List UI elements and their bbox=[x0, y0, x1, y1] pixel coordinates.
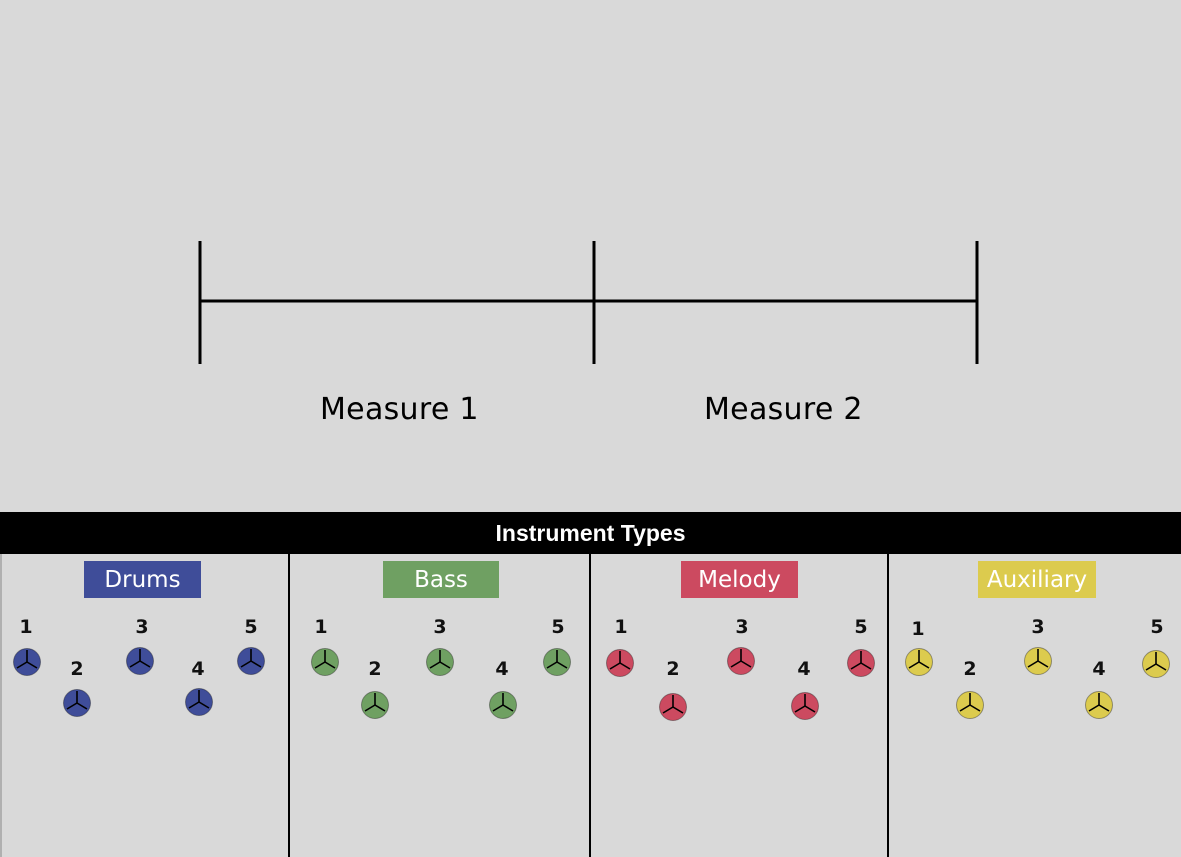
panel-title-drums: Drums bbox=[84, 561, 201, 598]
token-number-bass-4: 4 bbox=[495, 658, 509, 680]
instrument-token-drums-5[interactable] bbox=[236, 646, 266, 676]
measure-1-label: Measure 1 bbox=[320, 392, 479, 427]
token-number-drums-5: 5 bbox=[244, 616, 258, 638]
instrument-token-auxiliary-1[interactable] bbox=[904, 647, 934, 677]
panel-drums: Drums 1 2 3 4 5 bbox=[0, 554, 288, 857]
instrument-token-melody-5[interactable] bbox=[846, 648, 876, 678]
instrument-token-auxiliary-2[interactable] bbox=[955, 690, 985, 720]
instrument-token-drums-2[interactable] bbox=[62, 688, 92, 718]
palette-header: Instrument Types bbox=[0, 512, 1181, 554]
panel-auxiliary: Auxiliary 1 2 3 4 5 bbox=[887, 554, 1181, 857]
panel-title-bass: Bass bbox=[383, 561, 499, 598]
token-number-melody-3: 3 bbox=[735, 616, 749, 638]
instrument-token-auxiliary-4[interactable] bbox=[1084, 690, 1114, 720]
instrument-token-melody-2[interactable] bbox=[658, 692, 688, 722]
token-number-auxiliary-1: 1 bbox=[911, 618, 925, 640]
token-number-melody-1: 1 bbox=[614, 616, 628, 638]
instrument-token-drums-1[interactable] bbox=[12, 647, 42, 677]
instrument-token-melody-3[interactable] bbox=[726, 646, 756, 676]
instrument-token-bass-1[interactable] bbox=[310, 647, 340, 677]
token-number-drums-4: 4 bbox=[191, 658, 205, 680]
instrument-token-bass-2[interactable] bbox=[360, 690, 390, 720]
token-number-melody-5: 5 bbox=[854, 616, 868, 638]
measure-timeline bbox=[198, 241, 979, 364]
panel-title-melody: Melody bbox=[681, 561, 798, 598]
instrument-token-melody-1[interactable] bbox=[605, 648, 635, 678]
token-number-drums-2: 2 bbox=[70, 658, 84, 680]
panel-melody: Melody 1 2 3 4 5 bbox=[589, 554, 887, 857]
token-number-drums-1: 1 bbox=[19, 616, 33, 638]
instrument-token-drums-3[interactable] bbox=[125, 646, 155, 676]
measure-2-label: Measure 2 bbox=[704, 392, 863, 427]
timeline-area[interactable]: Measure 1 Measure 2 bbox=[0, 0, 1181, 512]
instrument-token-auxiliary-3[interactable] bbox=[1023, 646, 1053, 676]
token-number-auxiliary-4: 4 bbox=[1092, 658, 1106, 680]
token-number-bass-1: 1 bbox=[314, 616, 328, 638]
token-number-melody-4: 4 bbox=[797, 658, 811, 680]
token-number-bass-3: 3 bbox=[433, 616, 447, 638]
token-number-auxiliary-5: 5 bbox=[1150, 616, 1164, 638]
instrument-token-drums-4[interactable] bbox=[184, 687, 214, 717]
token-number-bass-2: 2 bbox=[368, 658, 382, 680]
token-number-auxiliary-2: 2 bbox=[963, 658, 977, 680]
instrument-token-bass-5[interactable] bbox=[542, 647, 572, 677]
instrument-token-melody-4[interactable] bbox=[790, 691, 820, 721]
instrument-token-auxiliary-5[interactable] bbox=[1141, 649, 1171, 679]
token-number-bass-5: 5 bbox=[551, 616, 565, 638]
instrument-token-bass-4[interactable] bbox=[488, 690, 518, 720]
token-number-auxiliary-3: 3 bbox=[1031, 616, 1045, 638]
token-number-drums-3: 3 bbox=[135, 616, 149, 638]
panel-title-auxiliary: Auxiliary bbox=[978, 561, 1096, 598]
panel-bass: Bass 1 2 3 4 5 bbox=[288, 554, 589, 857]
instrument-token-bass-3[interactable] bbox=[425, 647, 455, 677]
token-number-melody-2: 2 bbox=[666, 658, 680, 680]
